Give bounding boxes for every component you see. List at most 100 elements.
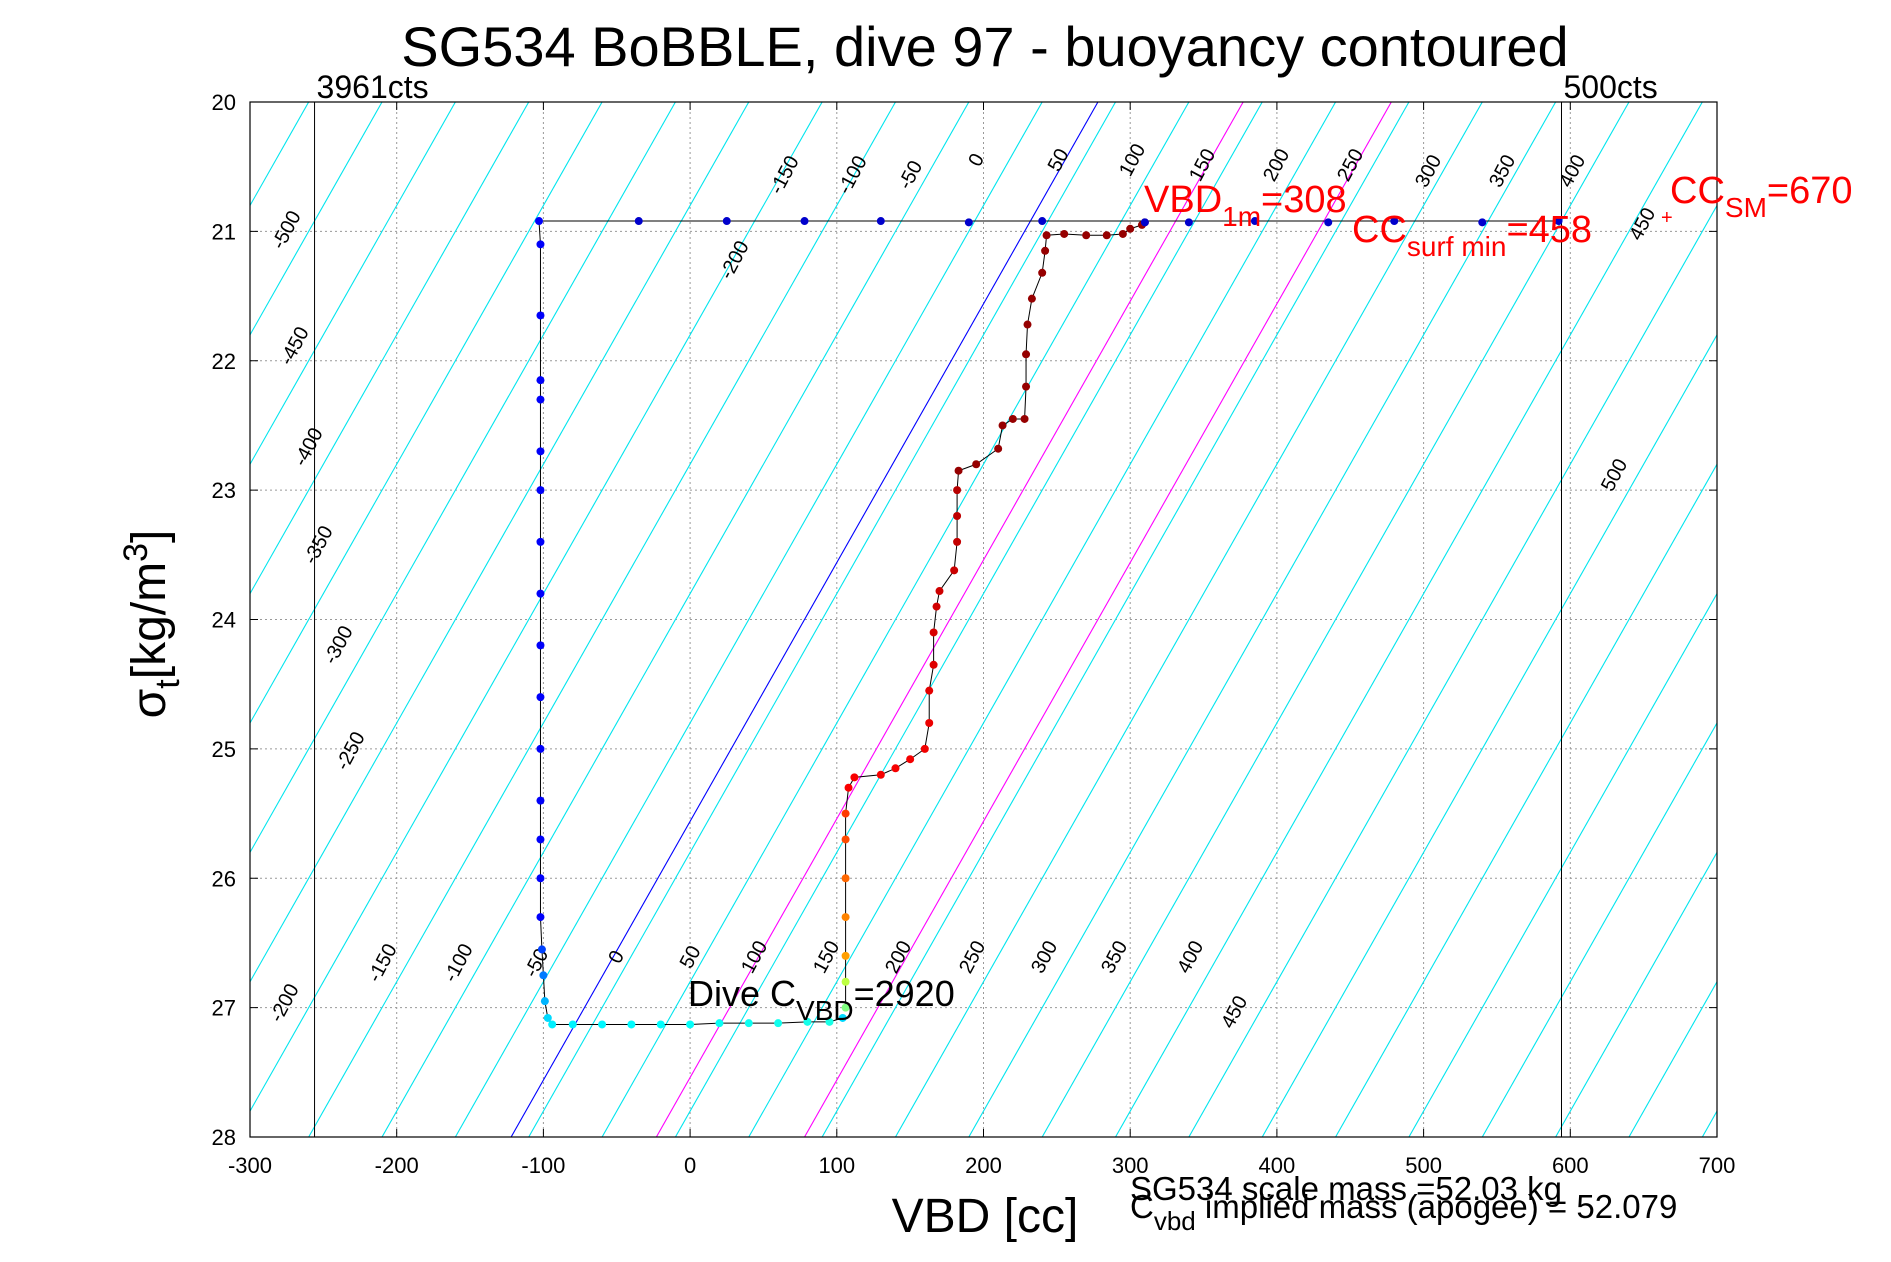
descent-point [534,217,543,226]
y-tick-label: 22 [212,349,236,374]
descent-point [536,486,545,495]
contour-line [528,102,1117,1137]
buoyancy-contours [250,102,1717,1137]
ascent-point [929,660,938,669]
y-tick-label: 25 [212,737,236,762]
descent-point [536,913,545,922]
descent-point [803,1017,812,1026]
contour-line [674,102,1263,1137]
descent-point [536,240,545,249]
ascent-point [1041,246,1050,255]
contour-line [821,102,1410,1137]
y-tick-label: 26 [212,866,236,891]
descent-point [656,1020,665,1029]
descent-point [548,1020,557,1029]
ascent-point [1020,414,1029,423]
descent-point [744,1019,753,1028]
ascent-point [994,444,1003,453]
ascent-point [841,913,850,922]
descent-point [543,1013,552,1022]
contour-line [308,102,896,1137]
implied-mass-annotation: Cvbd implied mass (apogee) = 52.079 [1130,1188,1677,1236]
y-axis-label-sub: t [149,679,187,689]
y-tick-label: 23 [212,478,236,503]
ascent-point [844,783,853,792]
vbd-1m-sub: 1m [1222,201,1261,232]
x-tick-label: 300 [1112,1153,1149,1178]
chart-title: SG534 BoBBLE, dive 97 - buoyancy contour… [401,15,1568,78]
ascent-point [972,460,981,469]
contour-line [1481,721,1717,1137]
descent-point [627,1020,636,1029]
x-axis-label: VBD [cc] [892,1190,1079,1243]
descent-point [536,744,545,753]
surface-point [1554,217,1563,226]
contour-line [1041,102,1630,1137]
surface-point [1038,217,1047,226]
x-tick-label: 600 [1552,1153,1589,1178]
y-axis-label-symbol: σ [123,689,176,719]
reference-line-magenta-2 [804,102,1392,1137]
cc-sm-val: =670 [1767,170,1853,212]
x-tick-label: -300 [228,1153,272,1178]
ascent-point [1118,229,1127,238]
x-tick-label: -200 [375,1153,419,1178]
contour-line [1701,1110,1717,1137]
dive-cvbd-annotation: Dive CVBD=2920 [688,973,955,1026]
contour-line [748,102,1337,1137]
cc-surf-main: CC [1352,209,1407,251]
contour-line [1555,851,1717,1137]
contour-line [1408,592,1717,1137]
descent-point [774,1019,783,1028]
cc-sm-sub: SM [1725,192,1767,223]
descent-point [536,395,545,404]
descent-point [536,376,545,385]
ascent-point [841,874,850,883]
vbd-1m-main: VBD [1144,179,1222,221]
ascent-point [953,512,962,520]
surface-point [876,217,885,226]
descent-point [568,1020,577,1029]
descent-point [536,796,545,805]
ascent-point [925,719,934,727]
cc-surf-sub: surf min [1407,231,1507,262]
cc-sm-annotation: CCSM=670 [1670,170,1852,223]
y-axis-label: σt[kg/m3] [117,530,187,719]
cc-surf-val: =458 [1506,209,1592,251]
contour-line [601,102,1190,1137]
count-lines [314,102,1562,1137]
contour-line [968,102,1557,1137]
ascent-point [841,835,850,844]
implied-sub: vbd [1154,1206,1196,1236]
ascent-point [1027,294,1036,303]
dive-sub: VBD [796,995,854,1026]
descent-point [686,1020,695,1029]
ascent-point [841,809,850,818]
reference-lines [510,102,1392,1137]
y-axis-label-unit: [kg/m [123,562,176,679]
surface-point [1140,218,1149,227]
contour-line [1115,102,1703,1137]
ascent-point [925,686,934,695]
reference-line-magenta-1 [655,102,1244,1137]
contour-line [454,102,1043,1137]
ascent-point [841,977,850,986]
ascent-point [998,421,1007,430]
implied-val: implied mass (apogee) = 52.079 [1196,1188,1678,1225]
x-tick-label: 700 [1699,1153,1736,1178]
descent-point [536,641,545,650]
dive-main: Dive C [688,973,796,1014]
ascent-point [1022,382,1031,391]
cc-sm-main: CC [1670,170,1725,212]
surface-point [1390,217,1399,226]
data-points [534,217,1563,1029]
ascent-point [841,951,850,960]
ascent-point [841,1003,850,1012]
contour-line [250,102,750,983]
vbd-1m-val: =308 [1261,179,1347,221]
ascent-point [906,755,915,764]
descent-point [536,447,545,456]
ascent-point [1022,350,1031,359]
x-tick-label: 100 [818,1153,855,1178]
